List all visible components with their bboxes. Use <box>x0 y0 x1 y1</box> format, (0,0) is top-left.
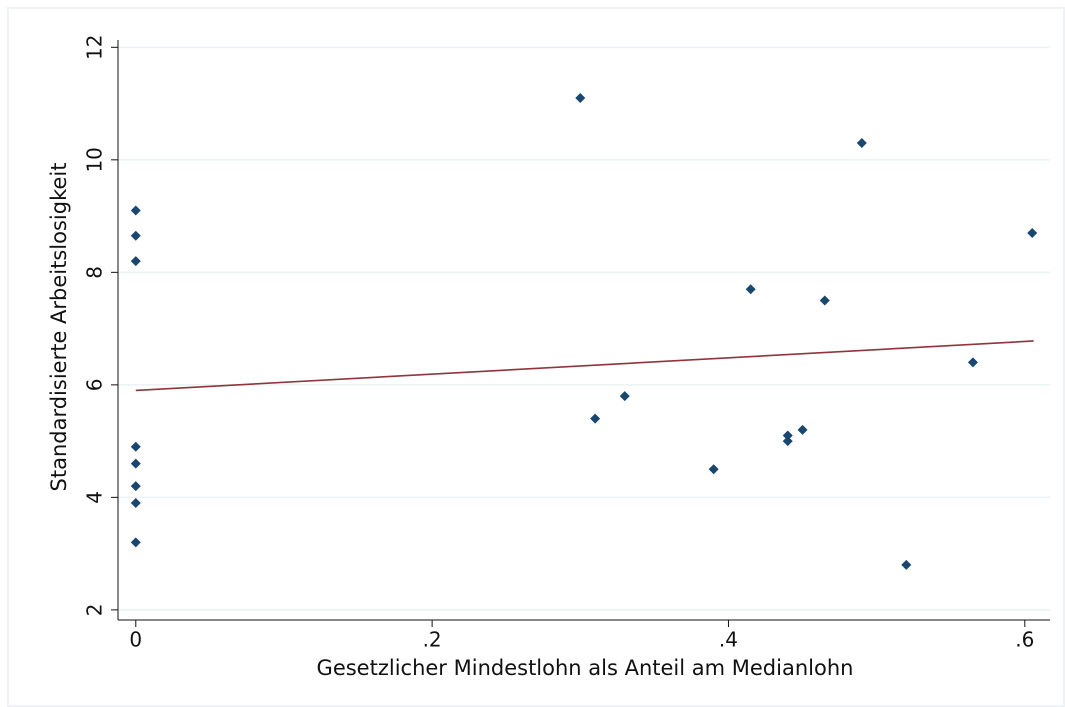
y-tick-label: 8 <box>83 266 107 279</box>
scatter-point <box>590 413 601 424</box>
scatter-point <box>130 497 141 508</box>
scatter-point <box>1027 227 1038 238</box>
scatter-point <box>782 436 793 447</box>
fit-line <box>135 340 1034 392</box>
scatter-point <box>782 430 793 441</box>
y-tick-label: 12 <box>83 35 107 60</box>
scatter-point <box>130 458 141 469</box>
scatter-point <box>901 559 912 570</box>
y-tick-label: 10 <box>83 147 107 172</box>
x-tick-label: .6 <box>1015 628 1034 652</box>
scatter-point <box>745 284 756 295</box>
scatter-point <box>819 295 830 306</box>
scatter-point <box>130 256 141 267</box>
scatter-point <box>130 537 141 548</box>
scatter-point <box>856 137 867 148</box>
scatter-point <box>797 424 808 435</box>
scatter-point <box>130 441 141 452</box>
y-tick-label: 2 <box>83 604 107 617</box>
scatter-point <box>130 481 141 492</box>
y-tick-label: 4 <box>83 491 107 504</box>
x-axis-title: Gesetzlicher Mindestlohn als Anteil am M… <box>317 656 854 680</box>
x-tick-label: 0 <box>129 628 142 652</box>
scatter-point <box>130 205 141 216</box>
y-axis-title: Standardisierte Arbeitslosigkeit <box>47 163 71 492</box>
chart-frame <box>7 7 1065 707</box>
scatter-point <box>619 391 630 402</box>
x-tick-label: .4 <box>719 628 738 652</box>
scatter-point <box>708 464 719 475</box>
scatter-point <box>575 92 586 103</box>
scatter-point <box>130 230 141 241</box>
x-tick-label: .2 <box>423 628 442 652</box>
y-tick-label: 6 <box>83 378 107 391</box>
scatter-point <box>967 357 978 368</box>
